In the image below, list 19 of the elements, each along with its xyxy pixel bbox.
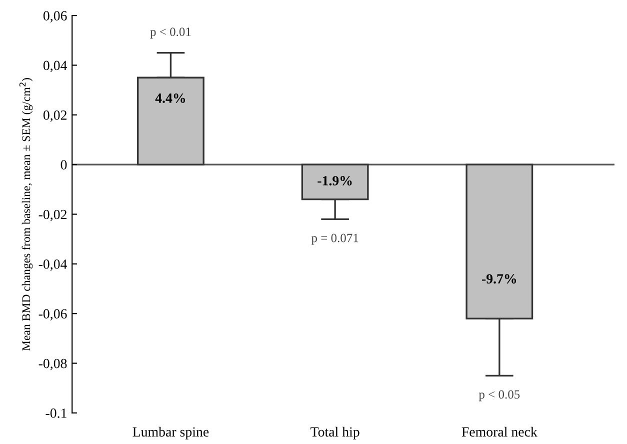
y-tick-label: 0: [60, 160, 67, 170]
y-tick-label: -0,08: [38, 358, 67, 370]
y-tick-label: 0,02: [43, 110, 66, 122]
y-tick-label: 0,04: [43, 60, 68, 72]
y-tick-label: -0,04: [38, 259, 68, 271]
annotation: -1.9%: [318, 176, 352, 186]
y-tick-label: -0,06: [38, 309, 67, 321]
annotation: p = 0.071: [311, 234, 358, 245]
y-tick-label: -0.1: [46, 408, 66, 418]
y-tick-label: -0,02: [38, 210, 66, 222]
annotation: 4.4%: [155, 93, 186, 103]
x-tick-label: Femoral neck: [462, 426, 538, 437]
x-tick-label: Total hip: [310, 426, 360, 440]
y-axis-title: Mean BMD changes from baseline, mean ± SEM (g/cm$^{2}$): [19, 78, 33, 351]
annotation: -9.7%: [482, 274, 516, 284]
annotation: p < 0.05: [478, 390, 520, 402]
x-tick-label: Lumbar spine: [132, 426, 209, 440]
annotation: p < 0.01: [150, 28, 191, 39]
y-tick-label: 0,06: [43, 11, 67, 22]
